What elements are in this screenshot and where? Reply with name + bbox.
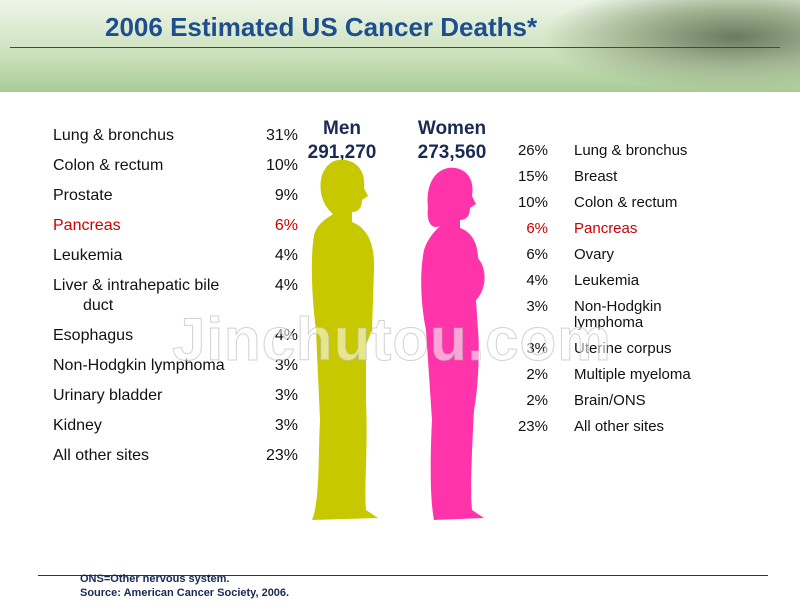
cause-row: Non-Hodgkin lymphoma 3% bbox=[53, 356, 298, 376]
cause-row: Leukemia 4% bbox=[53, 246, 298, 266]
cause-row: 6% Pancreas bbox=[505, 221, 724, 237]
cause-row: Liver & intrahepatic bile duct 4% bbox=[53, 276, 298, 316]
footnote: Source: American Cancer Society, 2006. bbox=[80, 587, 290, 599]
cause-row: Colon & rectum 10% bbox=[53, 156, 298, 176]
footnotes: ONS=Other nervous system. Source: Americ… bbox=[80, 572, 289, 600]
cause-row: 26% Lung & bronchus bbox=[505, 143, 724, 159]
cause-row: 2% Brain/ONS bbox=[505, 393, 724, 409]
cause-label: Esophagus bbox=[53, 327, 134, 344]
title-rule bbox=[10, 47, 780, 48]
man-silhouette bbox=[311, 159, 378, 520]
cause-label: Colon & rectum bbox=[53, 157, 164, 174]
cause-label: Prostate bbox=[53, 187, 113, 204]
cause-row: Prostate 9% bbox=[53, 186, 298, 206]
cause-percent: 3% bbox=[274, 357, 298, 374]
cause-row: 3% Non-Hodgkin lymphoma bbox=[505, 299, 724, 331]
cause-percent: 10% bbox=[517, 194, 548, 211]
cause-label: Non-Hodgkin lymphoma bbox=[574, 298, 662, 331]
cause-percent: 2% bbox=[526, 392, 548, 409]
cause-label: All other sites bbox=[53, 447, 150, 464]
men-list: Lung & bronchus 31% Colon & rectum 10% Prost… bbox=[53, 126, 298, 476]
cause-row: 3% Uterine corpus bbox=[505, 341, 724, 357]
cause-row: 15% Breast bbox=[505, 169, 724, 185]
cause-percent: 23% bbox=[517, 418, 548, 435]
cause-percent: 31% bbox=[265, 127, 298, 144]
cause-label: Liver & intrahepatic bile duct bbox=[53, 277, 220, 314]
cause-label: Kidney bbox=[53, 417, 102, 434]
women-label: Women bbox=[417, 118, 487, 139]
cause-row: Pancreas 6% bbox=[53, 216, 298, 236]
cause-label: Brain/ONS bbox=[574, 392, 646, 409]
cause-label: Multiple myeloma bbox=[574, 366, 691, 383]
footnote: ONS=Other nervous system. bbox=[80, 573, 230, 585]
cause-percent: 23% bbox=[265, 447, 298, 464]
cause-percent: 3% bbox=[274, 387, 298, 404]
cause-percent: 4% bbox=[274, 277, 298, 294]
cause-row: Urinary bladder 3% bbox=[53, 386, 298, 406]
cause-row: Kidney 3% bbox=[53, 416, 298, 436]
cause-row: Esophagus 4% bbox=[53, 326, 298, 346]
cause-row: Lung & bronchus 31% bbox=[53, 126, 298, 146]
cause-percent: 4% bbox=[526, 272, 548, 289]
cause-percent: 6% bbox=[526, 220, 548, 237]
cause-label: Lung & bronchus bbox=[53, 127, 174, 144]
cause-percent: 9% bbox=[274, 187, 298, 204]
woman-silhouette bbox=[421, 167, 485, 520]
cause-label: Leukemia bbox=[53, 247, 123, 264]
cause-label: Lung & bronchus bbox=[574, 142, 688, 159]
cause-label: Pancreas bbox=[53, 217, 121, 234]
cause-row: 23% All other sites bbox=[505, 419, 724, 435]
cause-percent: 6% bbox=[526, 246, 548, 263]
men-label: Men bbox=[323, 118, 361, 139]
cause-label: Uterine corpus bbox=[574, 340, 672, 357]
cause-label: Urinary bladder bbox=[53, 387, 163, 404]
cause-percent: 6% bbox=[274, 217, 298, 234]
cause-percent: 3% bbox=[526, 340, 548, 357]
cause-percent: 26% bbox=[517, 142, 548, 159]
women-list: 26% Lung & bronchus 15% Breast 10% Colon & re… bbox=[505, 143, 724, 445]
cause-row: All other sites 23% bbox=[53, 446, 298, 466]
title: 2006 Estimated US Cancer Deaths* bbox=[105, 12, 538, 42]
cause-label: Colon & rectum bbox=[574, 194, 678, 211]
header-band bbox=[0, 0, 800, 92]
cause-percent: 3% bbox=[526, 298, 548, 315]
men-total: 291,270 bbox=[307, 142, 377, 163]
cause-label: Pancreas bbox=[574, 220, 638, 237]
cause-percent: 3% bbox=[274, 417, 298, 434]
cause-label: Non-Hodgkin lymphoma bbox=[53, 357, 225, 374]
cause-row: 2% Multiple myeloma bbox=[505, 367, 724, 383]
cause-percent: 4% bbox=[274, 327, 298, 344]
cause-percent: 15% bbox=[517, 168, 548, 185]
cause-label: All other sites bbox=[574, 418, 665, 435]
cause-percent: 2% bbox=[526, 366, 548, 383]
cause-row: 6% Ovary bbox=[505, 247, 724, 263]
women-total: 273,560 bbox=[417, 142, 487, 163]
header-image bbox=[540, 0, 800, 92]
cause-label: Leukemia bbox=[574, 272, 640, 289]
cause-percent: 4% bbox=[274, 247, 298, 264]
cause-label: Breast bbox=[574, 168, 618, 185]
watermark: Jinchutou.com bbox=[172, 306, 612, 374]
cause-row: 4% Leukemia bbox=[505, 273, 724, 289]
cause-label: Ovary bbox=[574, 246, 615, 263]
cause-percent: 10% bbox=[265, 157, 298, 174]
cause-row: 10% Colon & rectum bbox=[505, 195, 724, 211]
footer-rule bbox=[38, 575, 768, 576]
